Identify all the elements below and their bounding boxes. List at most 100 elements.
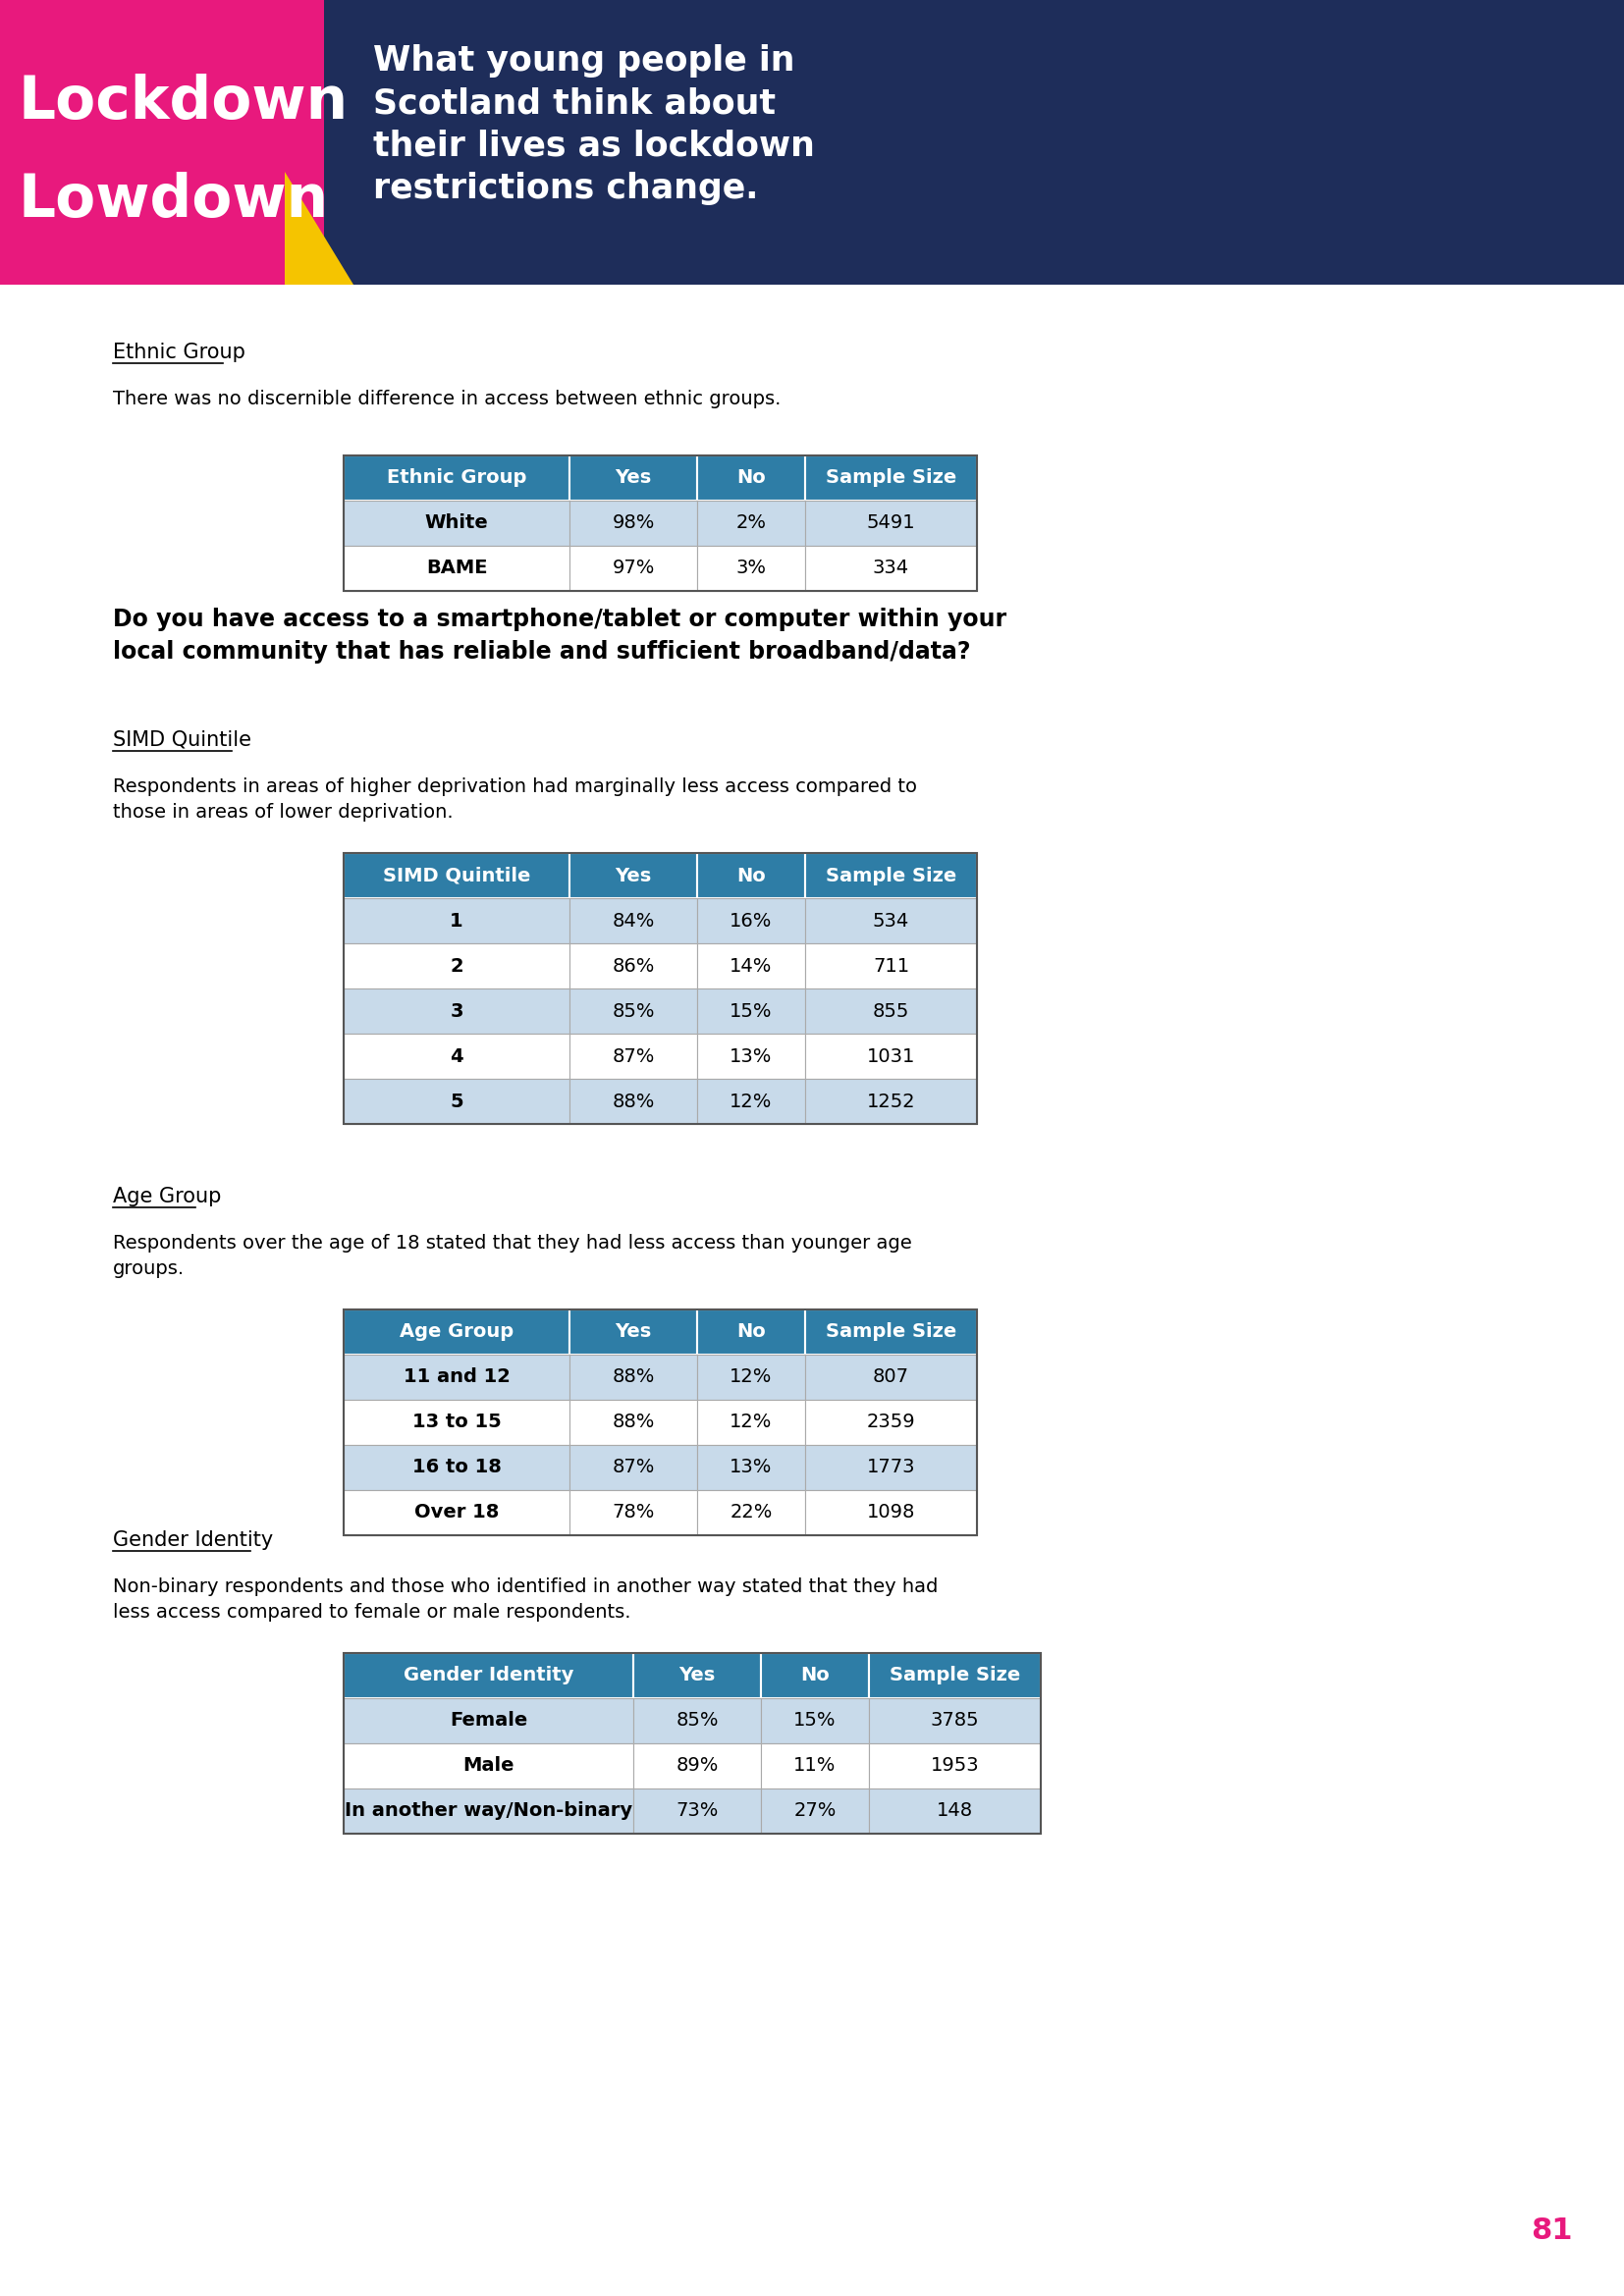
Bar [344,1401,570,1444]
Bar [570,1444,697,1490]
Text: 22%: 22% [729,1504,773,1522]
Text: No: No [801,1667,830,1685]
Bar [697,1309,806,1355]
Text: 5491: 5491 [867,514,916,533]
Text: No: No [737,468,767,487]
Text: Female: Female [450,1711,528,1731]
Text: In another way/Non-binary: In another way/Non-binary [344,1802,632,1821]
Bar [344,1033,570,1079]
Bar [344,546,570,590]
Bar [633,1653,762,1699]
Text: 4: 4 [450,1047,463,1065]
Text: Yes: Yes [615,468,651,487]
Bar [697,1033,806,1079]
Bar [869,1743,1041,1789]
Bar [570,1490,697,1536]
Text: Gender Identity: Gender Identity [114,1531,273,1550]
Bar [344,501,570,546]
Bar [0,0,1624,285]
Bar [806,1355,978,1401]
Text: 2359: 2359 [867,1412,916,1433]
Text: Ethnic Group: Ethnic Group [114,342,245,363]
Bar [806,501,978,546]
Bar [697,1355,806,1401]
Text: SIMD Quintile: SIMD Quintile [114,730,252,751]
Bar [806,1079,978,1125]
Bar [869,1789,1041,1835]
Text: 14%: 14% [729,957,773,976]
Text: Gender Identity: Gender Identity [403,1667,573,1685]
Text: Respondents over the age of 18 stated that they had less access than younger age: Respondents over the age of 18 stated th… [114,1233,913,1279]
Text: 1031: 1031 [867,1047,916,1065]
Text: Sample Size: Sample Size [825,866,957,884]
Bar [806,898,978,944]
Text: 13%: 13% [729,1458,773,1476]
Bar [344,1789,633,1835]
Bar [344,854,978,1125]
Bar [762,1699,869,1743]
Text: 78%: 78% [612,1504,654,1522]
Text: 534: 534 [872,912,909,930]
Text: 87%: 87% [612,1047,654,1065]
Text: 855: 855 [872,1001,909,1019]
Bar [697,1444,806,1490]
Bar [806,1490,978,1536]
Text: 15%: 15% [729,1001,773,1019]
Bar [570,1079,697,1125]
Text: No: No [737,1322,767,1341]
Bar [697,944,806,990]
Text: Yes: Yes [615,1322,651,1341]
Text: White: White [425,514,489,533]
Text: 1: 1 [450,912,463,930]
Bar [0,0,325,285]
Text: Sample Size: Sample Size [890,1667,1020,1685]
Text: 11%: 11% [794,1756,836,1775]
Bar [344,1653,633,1699]
Bar [762,1743,869,1789]
Text: 81: 81 [1530,2216,1572,2245]
Text: 1953: 1953 [931,1756,979,1775]
Text: 88%: 88% [612,1093,654,1111]
Bar [570,990,697,1033]
Text: 148: 148 [937,1802,973,1821]
Bar [344,944,570,990]
Bar [697,990,806,1033]
Text: 11 and 12: 11 and 12 [403,1368,510,1387]
Bar [570,944,697,990]
Text: 1098: 1098 [867,1504,916,1522]
Bar [570,1355,697,1401]
Text: No: No [737,866,767,884]
Text: 27%: 27% [794,1802,836,1821]
Text: Over 18: Over 18 [414,1504,499,1522]
Text: 1773: 1773 [867,1458,916,1476]
Text: Non-binary respondents and those who identified in another way stated that they : Non-binary respondents and those who ide… [114,1577,939,1621]
Bar [344,1309,570,1355]
Bar [697,898,806,944]
Text: 13%: 13% [729,1047,773,1065]
Bar [697,1401,806,1444]
Text: 88%: 88% [612,1412,654,1433]
Text: Male: Male [463,1756,515,1775]
Bar [344,1743,633,1789]
Text: SIMD Quintile: SIMD Quintile [383,866,531,884]
Bar [344,1490,570,1536]
Text: There was no discernible difference in access between ethnic groups.: There was no discernible difference in a… [114,390,781,409]
Bar [570,1033,697,1079]
Text: Yes: Yes [679,1667,716,1685]
Bar [344,1309,978,1536]
Text: 86%: 86% [612,957,654,976]
Text: Age Group: Age Group [114,1187,221,1205]
Bar [806,944,978,990]
Bar [344,455,978,590]
Text: Yes: Yes [615,866,651,884]
Text: 73%: 73% [676,1802,718,1821]
Text: 16%: 16% [729,912,773,930]
Bar [697,546,806,590]
Text: 711: 711 [872,957,909,976]
Bar [806,1444,978,1490]
Bar [570,898,697,944]
Bar [806,455,978,501]
Bar [570,1309,697,1355]
Bar [344,1355,570,1401]
Bar [633,1699,762,1743]
